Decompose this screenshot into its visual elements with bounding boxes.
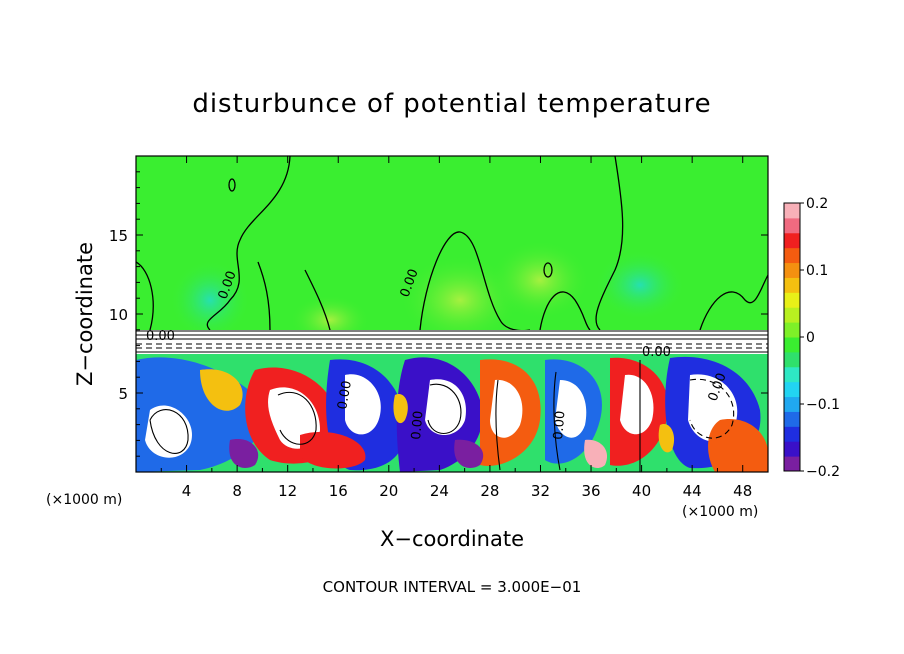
contour-label: 0.00	[146, 329, 175, 344]
contour-label: 0.00	[551, 410, 568, 440]
boundary-layer	[136, 330, 768, 354]
x-axis-unit: (×1000 m)	[682, 504, 758, 520]
boundary-contours	[136, 330, 768, 353]
lower-contours	[149, 360, 735, 472]
colorbar-segment	[784, 381, 800, 398]
colorbar-segment	[784, 307, 800, 323]
colorbar-segment	[784, 217, 800, 234]
colorbar-segment	[784, 277, 800, 293]
x-tick-label: 44	[683, 482, 702, 500]
colorbar-segment	[784, 426, 800, 442]
y-axis-unit: (×1000 m)	[46, 492, 122, 508]
contour-label: 0.00	[409, 410, 426, 440]
colorbar-segment	[784, 351, 800, 368]
x-tick-label: 28	[480, 482, 499, 500]
upper-contours	[136, 156, 768, 332]
colorbar-segment	[784, 322, 800, 338]
contour-label: 0.00	[642, 345, 671, 360]
colorbar-segment	[784, 247, 800, 264]
chart-title: disturbunce of potential temperature	[192, 89, 711, 119]
colorbar-tick-label: 0.2	[806, 196, 828, 212]
plot-area	[136, 156, 768, 472]
upper-blob	[490, 240, 590, 320]
colorbar-segment	[784, 232, 800, 249]
x-tick-label: 16	[329, 482, 348, 500]
x-tick-label: 20	[379, 482, 398, 500]
y-tick-label: 10	[109, 306, 128, 324]
x-axis-label: X−coordinate	[380, 527, 524, 551]
x-tick-label: 48	[733, 482, 752, 500]
colorbar-segment	[784, 411, 800, 427]
colorbar-tick-label: 0	[806, 330, 815, 346]
colorbar-segment	[784, 396, 800, 412]
upper-blob	[170, 260, 250, 340]
x-tick-label: 36	[581, 482, 600, 500]
colorbar-segment	[784, 441, 800, 457]
colorbar-segment	[784, 292, 800, 308]
x-tick-label: 32	[531, 482, 550, 500]
x-tick-label: 8	[232, 482, 242, 500]
colorbar-tick-label: 0.1	[806, 263, 828, 279]
y-tick-label: 15	[109, 227, 128, 245]
colorbar-segment	[784, 203, 800, 219]
colorbar-segment	[784, 262, 800, 278]
colorbar-tick-label: −0.1	[806, 397, 840, 413]
contour-label: 0.00	[335, 380, 355, 411]
colorbar-tick-label: −0.2	[806, 464, 840, 480]
x-tick-label: 4	[182, 482, 192, 500]
colorbar-segment	[784, 337, 800, 353]
x-tick-label: 24	[430, 482, 449, 500]
lower-turbulence	[136, 356, 768, 472]
y-axis-label: Z−coordinate	[73, 242, 97, 386]
upper-blob	[595, 250, 685, 320]
colorbar-segment	[784, 456, 800, 472]
colorbar-segment	[784, 366, 800, 383]
x-tick-label: 12	[278, 482, 297, 500]
colorbar: 0.2 0.1 0 −0.1 −0.2	[783, 196, 840, 480]
contour-interval-note: CONTOUR INTERVAL = 3.000E−01	[323, 578, 582, 596]
y-axis: 5 10 15	[109, 171, 768, 457]
x-axis: 4 8 12 16 20 24 28 32 36 40 44 48	[160, 156, 752, 500]
x-tick-label: 40	[632, 482, 651, 500]
y-tick-label: 5	[118, 385, 128, 403]
